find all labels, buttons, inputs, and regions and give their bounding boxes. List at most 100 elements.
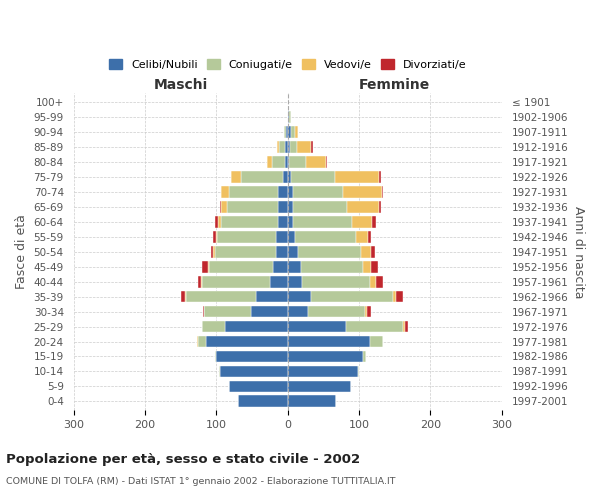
Bar [392, 291, 396, 302]
Bar [275, 246, 287, 258]
Bar [382, 186, 383, 198]
Bar [214, 246, 215, 258]
Bar [229, 186, 278, 198]
Bar [287, 276, 302, 287]
Bar [219, 366, 220, 377]
Bar [293, 186, 343, 198]
Bar [287, 126, 291, 138]
Bar [206, 336, 287, 347]
Bar [211, 246, 214, 258]
Bar [231, 171, 241, 183]
Bar [287, 246, 298, 258]
Bar [221, 186, 229, 198]
Bar [287, 380, 350, 392]
Text: Femmine: Femmine [359, 78, 430, 92]
Bar [204, 306, 251, 318]
Bar [220, 201, 221, 213]
Bar [198, 276, 202, 287]
Bar [251, 306, 287, 318]
Bar [361, 246, 371, 258]
Bar [297, 142, 311, 153]
Bar [229, 380, 287, 392]
Bar [290, 142, 297, 153]
Bar [285, 142, 287, 153]
Bar [356, 231, 368, 242]
Bar [227, 201, 278, 213]
Bar [287, 261, 301, 272]
Bar [215, 246, 275, 258]
Bar [367, 306, 371, 318]
Bar [290, 171, 335, 183]
Bar [298, 246, 361, 258]
Bar [302, 276, 370, 287]
Bar [358, 366, 359, 377]
Bar [376, 276, 383, 287]
Bar [283, 171, 287, 183]
Bar [267, 156, 272, 168]
Bar [217, 350, 287, 362]
Bar [379, 171, 380, 183]
Bar [362, 350, 366, 362]
Bar [371, 261, 377, 272]
Bar [311, 291, 392, 302]
Bar [203, 306, 204, 318]
Bar [215, 231, 217, 242]
Bar [202, 276, 270, 287]
Bar [335, 171, 379, 183]
Bar [365, 306, 367, 318]
Bar [343, 186, 382, 198]
Bar [287, 171, 290, 183]
Bar [289, 112, 290, 123]
Bar [287, 142, 290, 153]
Bar [270, 276, 287, 287]
Bar [277, 142, 279, 153]
Bar [286, 126, 287, 138]
Bar [347, 201, 379, 213]
Bar [285, 156, 287, 168]
Bar [278, 201, 287, 213]
Bar [287, 320, 346, 332]
Bar [221, 216, 278, 228]
Bar [287, 231, 295, 242]
Bar [287, 306, 308, 318]
Bar [238, 396, 287, 407]
Bar [287, 291, 311, 302]
Bar [276, 231, 287, 242]
Bar [215, 216, 218, 228]
Bar [293, 216, 352, 228]
Text: Maschi: Maschi [154, 78, 208, 92]
Bar [197, 336, 199, 347]
Bar [278, 216, 287, 228]
Bar [293, 201, 347, 213]
Bar [241, 171, 283, 183]
Bar [221, 201, 227, 213]
Bar [217, 231, 276, 242]
Bar [220, 366, 287, 377]
Bar [295, 231, 356, 242]
Bar [368, 231, 371, 242]
Bar [379, 201, 380, 213]
Bar [287, 350, 362, 362]
Bar [202, 261, 208, 272]
Bar [215, 350, 217, 362]
Bar [287, 216, 293, 228]
Y-axis label: Fasce di età: Fasce di età [15, 214, 28, 289]
Bar [301, 261, 364, 272]
Bar [274, 261, 287, 272]
Bar [346, 320, 403, 332]
Bar [364, 261, 371, 272]
Bar [214, 231, 215, 242]
Bar [208, 261, 209, 272]
Bar [287, 112, 289, 123]
Y-axis label: Anni di nascita: Anni di nascita [572, 206, 585, 298]
Bar [279, 142, 285, 153]
Bar [287, 366, 358, 377]
Bar [287, 156, 289, 168]
Bar [403, 320, 405, 332]
Bar [405, 320, 409, 332]
Bar [287, 396, 336, 407]
Text: Popolazione per età, sesso e stato civile - 2002: Popolazione per età, sesso e stato civil… [6, 452, 360, 466]
Bar [284, 126, 286, 138]
Bar [185, 291, 256, 302]
Bar [272, 156, 285, 168]
